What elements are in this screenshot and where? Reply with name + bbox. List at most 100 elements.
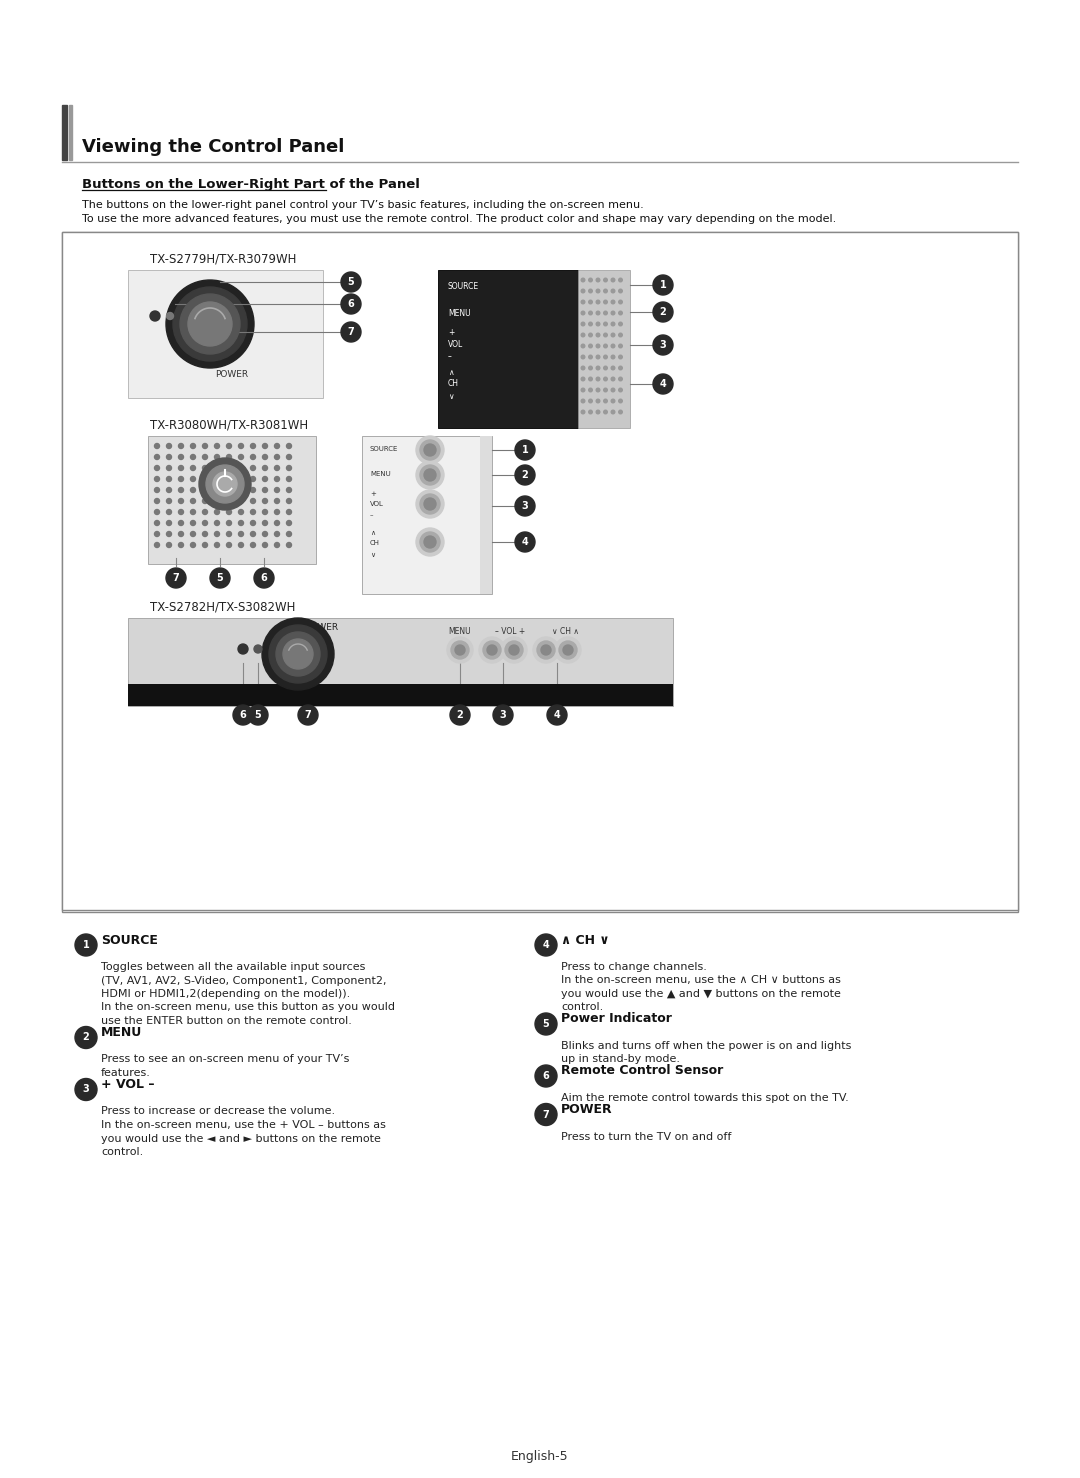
Circle shape	[178, 520, 184, 526]
Circle shape	[589, 411, 592, 414]
Text: Buttons on the Lower-Right Part of the Panel: Buttons on the Lower-Right Part of the P…	[82, 177, 420, 191]
Text: control.: control.	[102, 1147, 144, 1157]
Circle shape	[589, 377, 592, 381]
Circle shape	[227, 510, 231, 514]
Circle shape	[248, 705, 268, 726]
Circle shape	[581, 290, 584, 293]
Circle shape	[239, 532, 243, 537]
Text: To use the more advanced features, you must use the remote control. The product : To use the more advanced features, you m…	[82, 214, 836, 225]
Circle shape	[239, 510, 243, 514]
Circle shape	[505, 641, 523, 659]
Circle shape	[619, 333, 622, 337]
Text: +: +	[448, 328, 455, 337]
Text: control.: control.	[561, 1002, 604, 1012]
Text: – VOL +: – VOL +	[495, 627, 525, 636]
Circle shape	[178, 498, 184, 504]
Circle shape	[581, 411, 584, 414]
Circle shape	[178, 443, 184, 448]
Circle shape	[239, 542, 243, 547]
Circle shape	[653, 302, 673, 322]
Text: 7: 7	[348, 327, 354, 337]
Circle shape	[581, 300, 584, 304]
Text: CH: CH	[448, 378, 459, 389]
Circle shape	[227, 455, 231, 460]
Text: Press to increase or decrease the volume.: Press to increase or decrease the volume…	[102, 1107, 335, 1116]
Text: 3: 3	[83, 1085, 90, 1095]
Text: MENU: MENU	[102, 1026, 143, 1039]
Circle shape	[596, 344, 599, 347]
Circle shape	[239, 520, 243, 526]
Circle shape	[424, 469, 436, 480]
Circle shape	[420, 466, 440, 485]
Circle shape	[619, 290, 622, 293]
Circle shape	[251, 510, 256, 514]
Text: Power Indicator: Power Indicator	[561, 1012, 672, 1026]
Circle shape	[203, 520, 207, 526]
Circle shape	[581, 344, 584, 347]
Circle shape	[274, 466, 280, 470]
Circle shape	[154, 455, 160, 460]
Circle shape	[563, 644, 573, 655]
Text: 7: 7	[542, 1110, 550, 1119]
Text: English-5: English-5	[511, 1450, 569, 1463]
Text: 1: 1	[660, 279, 666, 290]
Circle shape	[619, 300, 622, 304]
Text: + VOL –: + VOL –	[102, 1077, 154, 1091]
Circle shape	[227, 520, 231, 526]
Text: CH: CH	[370, 539, 380, 545]
Circle shape	[203, 532, 207, 537]
Circle shape	[589, 344, 592, 347]
Circle shape	[596, 322, 599, 325]
Circle shape	[262, 476, 268, 482]
Circle shape	[619, 389, 622, 392]
Circle shape	[283, 638, 313, 670]
Circle shape	[210, 568, 230, 588]
Circle shape	[166, 455, 172, 460]
Circle shape	[166, 488, 172, 492]
Circle shape	[581, 322, 584, 325]
Circle shape	[213, 471, 237, 497]
Circle shape	[190, 466, 195, 470]
Text: 1: 1	[83, 940, 90, 950]
Circle shape	[416, 461, 444, 489]
Circle shape	[286, 488, 292, 492]
Circle shape	[150, 310, 160, 321]
Text: Toggles between all the available input sources: Toggles between all the available input …	[102, 962, 365, 973]
Circle shape	[604, 312, 607, 315]
Circle shape	[604, 355, 607, 359]
Text: 7: 7	[173, 573, 179, 582]
Circle shape	[274, 455, 280, 460]
Circle shape	[180, 294, 240, 355]
Text: 5: 5	[348, 276, 354, 287]
Circle shape	[227, 532, 231, 537]
Bar	[578, 270, 630, 429]
Circle shape	[596, 367, 599, 370]
Circle shape	[75, 1079, 97, 1101]
Circle shape	[286, 476, 292, 482]
Circle shape	[535, 1104, 557, 1126]
Circle shape	[341, 294, 361, 313]
Circle shape	[589, 312, 592, 315]
Circle shape	[262, 498, 268, 504]
Circle shape	[416, 528, 444, 556]
Circle shape	[416, 491, 444, 517]
Circle shape	[203, 510, 207, 514]
Circle shape	[546, 705, 567, 726]
Circle shape	[596, 290, 599, 293]
Circle shape	[611, 367, 615, 370]
Circle shape	[604, 300, 607, 304]
Text: The buttons on the lower-right panel control your TV’s basic features, including: The buttons on the lower-right panel con…	[82, 200, 644, 210]
Circle shape	[166, 498, 172, 504]
Circle shape	[611, 312, 615, 315]
Circle shape	[611, 411, 615, 414]
Circle shape	[239, 466, 243, 470]
Text: Press to turn the TV on and off: Press to turn the TV on and off	[561, 1132, 731, 1141]
Circle shape	[215, 542, 219, 547]
Text: (TV, AV1, AV2, S-Video, Component1, Component2,: (TV, AV1, AV2, S-Video, Component1, Comp…	[102, 975, 387, 986]
Text: POWER: POWER	[561, 1103, 612, 1116]
Circle shape	[589, 399, 592, 403]
Circle shape	[581, 355, 584, 359]
Circle shape	[227, 542, 231, 547]
Circle shape	[166, 542, 172, 547]
Circle shape	[239, 488, 243, 492]
